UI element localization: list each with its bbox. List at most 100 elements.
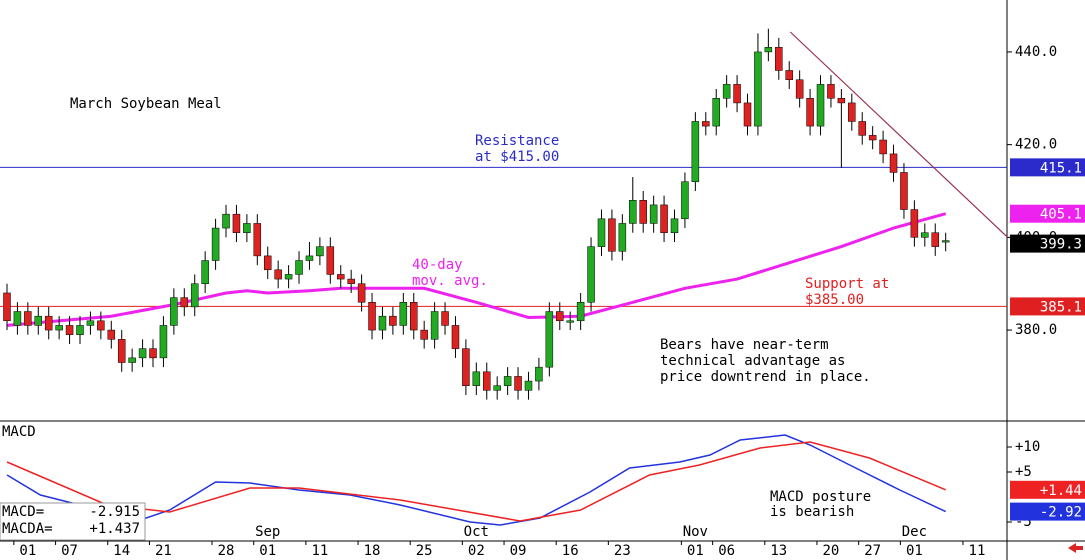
candle-body <box>524 380 533 391</box>
level-annotation: Support at <box>805 276 889 292</box>
candle-body <box>274 269 282 280</box>
x-tick-label: 27 <box>864 543 881 559</box>
candle-body <box>107 329 116 340</box>
legend-box <box>0 502 146 541</box>
candle-body <box>3 292 11 322</box>
value-box-label: 415.1 <box>1040 160 1082 176</box>
candle-body <box>117 339 126 363</box>
scroll-arrow[interactable] <box>1068 543 1083 553</box>
ma-annotation: mov. avg. <box>412 273 488 289</box>
value-box <box>1010 204 1085 223</box>
legend-value: -2.915 <box>89 504 140 520</box>
candle-body <box>545 311 554 368</box>
x-tick-label: 11 <box>969 543 986 559</box>
y-tick-label: 380.0 <box>1015 322 1057 338</box>
candle-body <box>326 246 335 275</box>
candle-body <box>65 325 74 335</box>
candle-body <box>649 204 658 224</box>
candle-body <box>190 283 199 308</box>
candle-body <box>576 302 585 322</box>
candle-body <box>879 139 887 155</box>
candle-body <box>858 121 866 136</box>
candle-body <box>775 47 783 71</box>
value-box-label: 385.1 <box>1040 299 1082 315</box>
candle-body <box>931 232 939 247</box>
candle-body <box>253 223 262 257</box>
candle-body <box>597 218 606 247</box>
value-box <box>1010 297 1085 316</box>
annotation: Bears have near-term <box>660 337 829 353</box>
x-tick-label: 06 <box>718 543 735 559</box>
macd-line <box>6 434 947 526</box>
candle-body <box>441 311 449 326</box>
candle-body <box>44 315 53 331</box>
x-tick-label: 01 <box>19 543 36 559</box>
candle-body <box>295 260 303 275</box>
y-tick-label: +5 <box>1015 464 1032 480</box>
candle-body <box>34 315 43 326</box>
x-tick-label: 21 <box>155 543 172 559</box>
candle-body <box>55 325 63 331</box>
candle-body <box>399 302 408 326</box>
candle-body <box>483 371 491 391</box>
candle-body <box>795 79 804 99</box>
trend-line <box>789 31 1008 238</box>
candle-body <box>712 98 720 127</box>
candle-body <box>868 135 877 141</box>
candle-body <box>806 98 814 127</box>
candle-body <box>76 325 84 335</box>
value-box <box>1010 502 1085 521</box>
candle-body <box>97 320 105 331</box>
x-tick-label: 09 <box>510 543 527 559</box>
month-label: Nov <box>683 524 708 540</box>
candle-body <box>232 213 241 233</box>
candle-body <box>848 102 856 122</box>
annotation: price downtrend in place. <box>660 369 871 385</box>
candle-body <box>263 255 272 271</box>
x-tick-label: 25 <box>416 543 433 559</box>
y-tick-label: 440.0 <box>1015 44 1057 60</box>
candle-body <box>827 84 835 99</box>
candle-body <box>743 102 752 127</box>
candle-body <box>639 200 647 224</box>
candle-body <box>733 84 741 104</box>
x-tick-label: 18 <box>364 543 381 559</box>
x-tick-label: 23 <box>614 543 631 559</box>
candle-body <box>629 200 637 224</box>
macd-line <box>6 441 946 522</box>
candle-body <box>556 311 564 322</box>
candle-body <box>170 297 178 326</box>
candle-body <box>889 153 898 173</box>
value-box-label: -2.92 <box>1040 505 1082 521</box>
candle-body <box>514 376 522 391</box>
candle-body <box>722 84 731 99</box>
candle-body <box>180 297 189 308</box>
candle-body <box>493 385 501 391</box>
candle-body <box>660 204 668 233</box>
candle-body <box>910 209 919 238</box>
legend-label: MACDA= <box>2 521 53 537</box>
moving-average <box>6 212 947 327</box>
candle-body <box>921 232 929 238</box>
value-box <box>1010 158 1085 177</box>
candle-body <box>138 348 147 359</box>
candle-body <box>86 320 95 326</box>
y-tick-label: +10 <box>1015 439 1040 455</box>
x-tick-label: 20 <box>823 543 840 559</box>
x-tick-label: 11 <box>311 543 328 559</box>
candle-body <box>305 255 314 261</box>
candle-body <box>816 84 825 127</box>
candle-body <box>618 223 627 252</box>
x-tick-label: 13 <box>770 543 787 559</box>
x-tick-label: 02 <box>468 543 485 559</box>
month-label: Dec <box>902 524 927 540</box>
candle-body <box>357 283 366 303</box>
candle-body <box>316 246 324 257</box>
candle-body <box>128 357 136 363</box>
x-tick-label: 14 <box>113 543 130 559</box>
candle-body <box>368 302 376 331</box>
candle-body <box>670 218 679 233</box>
candle-body <box>503 376 512 386</box>
x-tick-label: 07 <box>61 543 78 559</box>
candle-body <box>754 51 762 127</box>
